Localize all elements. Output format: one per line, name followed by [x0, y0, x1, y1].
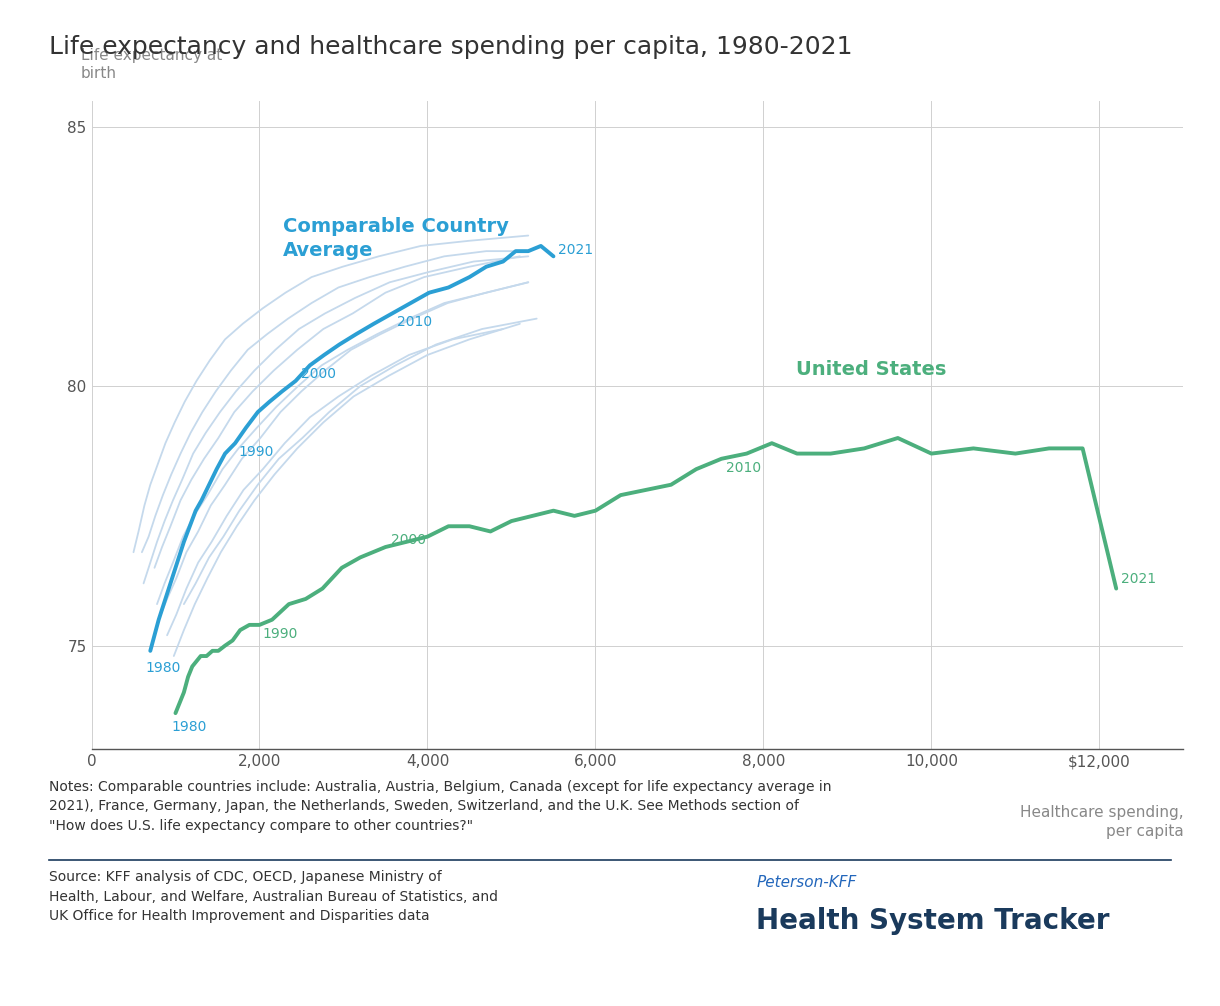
Text: Healthcare spending,
per capita: Healthcare spending, per capita — [1020, 805, 1183, 839]
Text: Health System Tracker: Health System Tracker — [756, 907, 1110, 936]
Text: Notes: Comparable countries include: Australia, Austria, Belgium, Canada (except: Notes: Comparable countries include: Aus… — [49, 780, 831, 833]
Text: 1980: 1980 — [171, 720, 206, 734]
Text: United States: United States — [795, 360, 947, 379]
Text: Comparable Country
Average: Comparable Country Average — [283, 217, 509, 260]
Text: 2000: 2000 — [300, 367, 336, 381]
Text: 2000: 2000 — [390, 533, 426, 547]
Text: 1980: 1980 — [145, 661, 181, 675]
Text: Peterson-KFF: Peterson-KFF — [756, 875, 856, 890]
Text: 1990: 1990 — [238, 446, 273, 459]
Text: Source: KFF analysis of CDC, OECD, Japanese Ministry of
Health, Labour, and Welf: Source: KFF analysis of CDC, OECD, Japan… — [49, 870, 498, 924]
Text: 2021: 2021 — [559, 242, 594, 257]
Text: 1990: 1990 — [262, 627, 298, 641]
Text: 2010: 2010 — [726, 461, 761, 475]
Text: Life expectancy at
birth: Life expectancy at birth — [81, 47, 222, 81]
Text: Life expectancy and healthcare spending per capita, 1980-2021: Life expectancy and healthcare spending … — [49, 35, 853, 59]
Text: 2010: 2010 — [398, 316, 432, 329]
Text: 2021: 2021 — [1121, 572, 1157, 586]
